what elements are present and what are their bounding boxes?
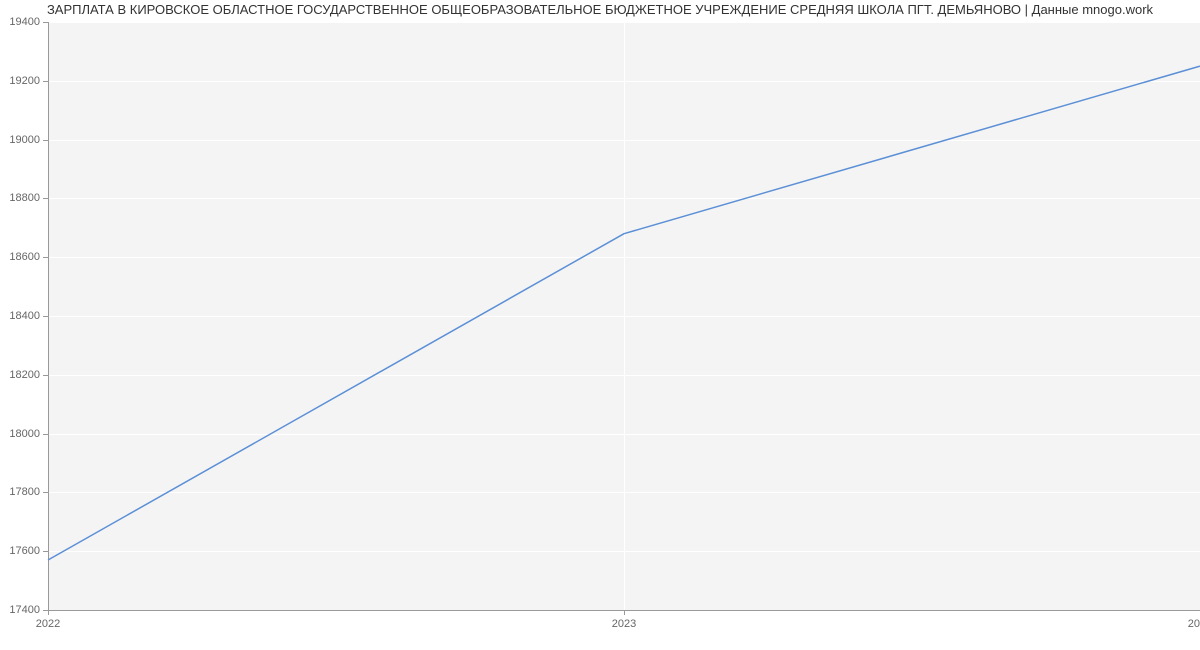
data-line [48,66,1200,560]
line-series-svg [0,0,1200,650]
chart-container: ЗАРПЛАТА В КИРОВСКОЕ ОБЛАСТНОЕ ГОСУДАРСТ… [0,0,1200,650]
